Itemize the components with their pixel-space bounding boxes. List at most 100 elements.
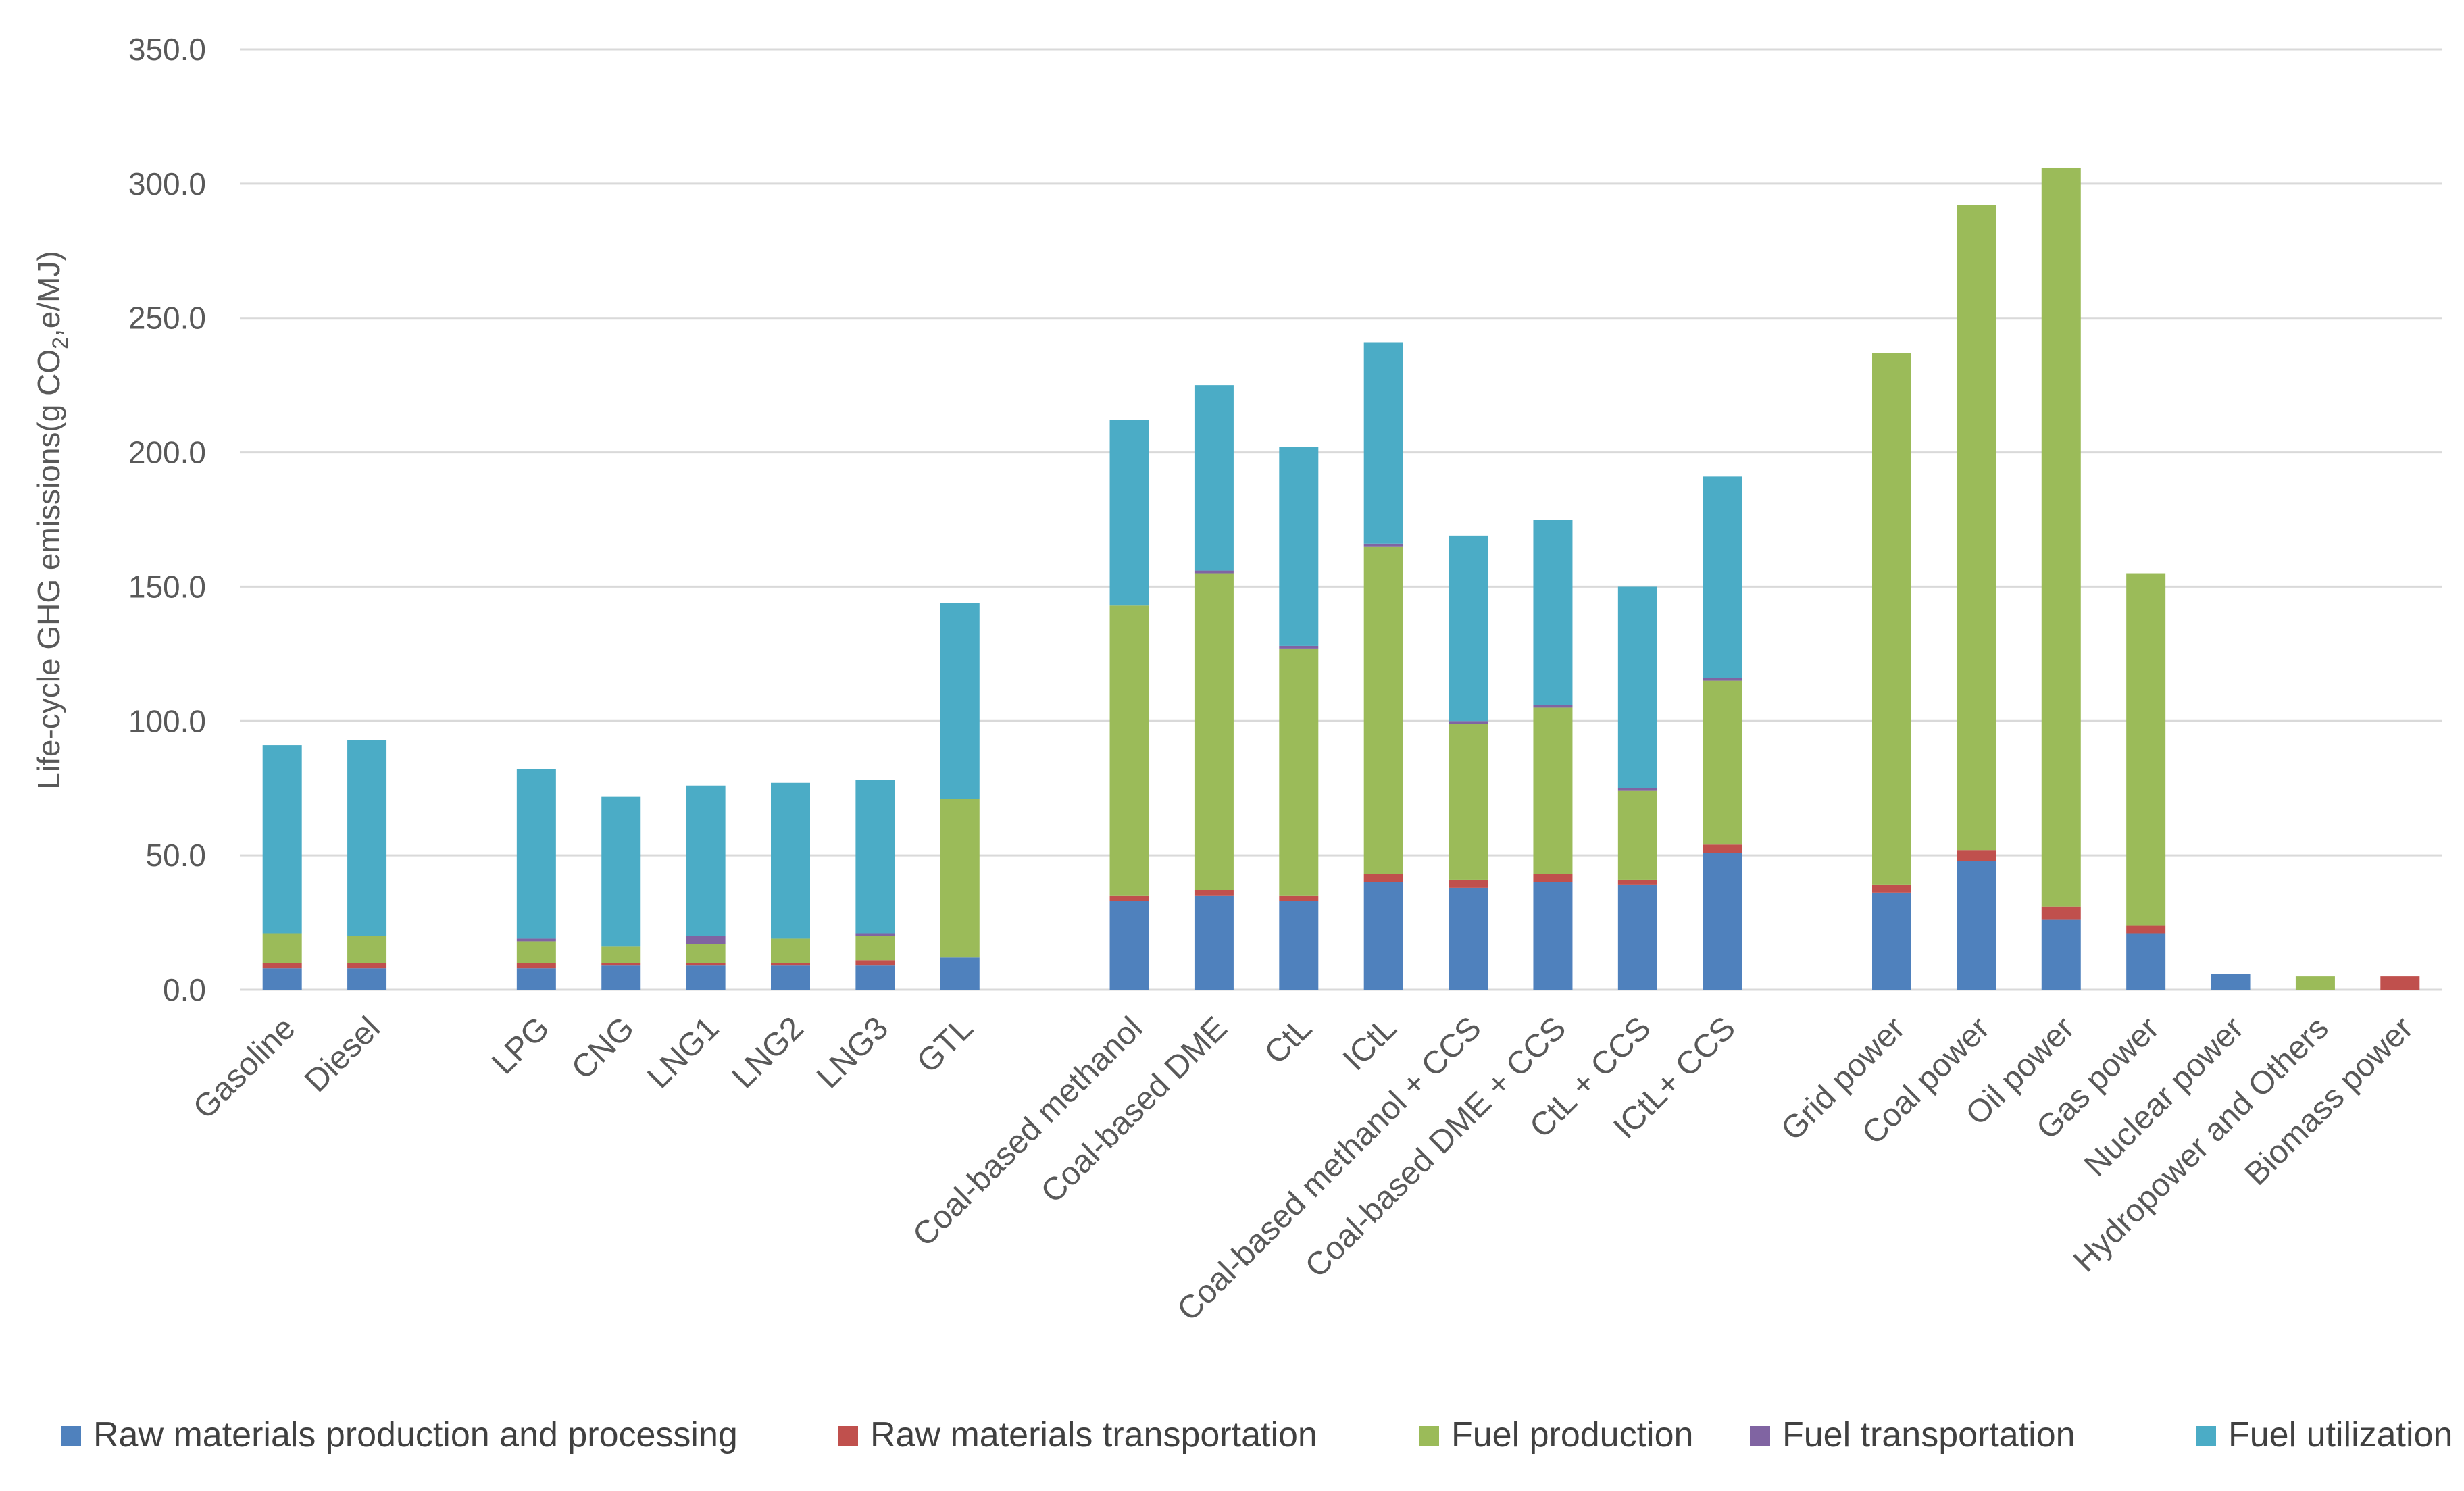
bar-segment-fuel-utilization bbox=[1533, 520, 1573, 705]
bar-segment-fuel-production bbox=[1872, 353, 1911, 885]
bar-segment-raw-materials-production-and-processing bbox=[2211, 974, 2251, 990]
bar-segment-raw-materials-production-and-processing bbox=[855, 965, 895, 990]
legend-swatch bbox=[1419, 1426, 1439, 1446]
x-category-label: ICtL bbox=[1336, 1010, 1404, 1078]
y-tick-label: 50.0 bbox=[145, 838, 206, 873]
y-axis-title-main: Life-cycle GHG emissions(g CO bbox=[31, 349, 66, 790]
x-category-label: LNG1 bbox=[640, 1010, 726, 1095]
bar-segment-raw-materials-production-and-processing bbox=[1872, 892, 1911, 990]
bar-segment-fuel-transportation bbox=[1194, 570, 1234, 574]
y-tick-label: 0.0 bbox=[163, 972, 206, 1007]
y-axis-ticks: 0.0 50.0 100.0 150.0 200.0 250.0 300.0 350.0 bbox=[128, 32, 206, 1007]
bar-segment-fuel-utilization bbox=[601, 796, 641, 947]
legend-swatch bbox=[1750, 1426, 1770, 1446]
bar-segment-fuel-production bbox=[601, 946, 641, 963]
bar-segment-fuel-utilization bbox=[262, 745, 302, 934]
legend: Raw materials production and processing R… bbox=[61, 1415, 2453, 1455]
bar-segment-fuel-transportation bbox=[1449, 721, 1488, 724]
bar-segment-raw-materials-production-and-processing bbox=[2041, 919, 2081, 990]
bar-segment-raw-materials-transportation bbox=[1703, 844, 1742, 853]
y-tick-label: 100.0 bbox=[128, 703, 206, 738]
bar-segment-fuel-transportation bbox=[516, 938, 556, 942]
y-axis-title-tail: ,e/MJ) bbox=[31, 251, 66, 337]
y-axis-title-subscript: 2 bbox=[48, 337, 72, 349]
bar-segment-fuel-production bbox=[1703, 680, 1742, 845]
bar-segment-raw-materials-production-and-processing bbox=[1703, 853, 1742, 990]
bar-segment-fuel-utilization bbox=[940, 603, 980, 799]
legend-label: Raw materials production and processing bbox=[93, 1415, 738, 1455]
bar-segment-raw-materials-production-and-processing bbox=[262, 968, 302, 990]
bar-segment-raw-materials-production-and-processing bbox=[1363, 882, 1403, 990]
legend-swatch bbox=[61, 1426, 81, 1446]
bar-segment-raw-materials-transportation bbox=[1872, 884, 1911, 893]
bar-segment-raw-materials-transportation bbox=[1449, 879, 1488, 888]
bar-segment-fuel-production bbox=[262, 933, 302, 963]
bar-segment-fuel-transportation bbox=[855, 933, 895, 936]
bar-segment-raw-materials-transportation bbox=[347, 963, 387, 969]
y-axis-title-group: Life-cycle GHG emissions(g CO2,e/MJ) bbox=[31, 251, 72, 789]
bar-segment-raw-materials-production-and-processing bbox=[1617, 884, 1657, 990]
bar-segment-raw-materials-production-and-processing bbox=[1194, 895, 1234, 990]
bar-segment-fuel-production bbox=[1449, 724, 1488, 880]
x-category-label: LNG3 bbox=[810, 1010, 895, 1095]
y-tick-label: 150.0 bbox=[128, 569, 206, 604]
legend-label: Raw materials transportation bbox=[870, 1415, 1317, 1455]
bar-segment-raw-materials-transportation bbox=[2380, 976, 2420, 990]
x-category-label: CtL bbox=[1258, 1010, 1319, 1071]
bar-segment-fuel-production bbox=[686, 944, 726, 963]
bar-segment-fuel-production bbox=[771, 938, 810, 963]
bar-segment-fuel-utilization bbox=[1279, 447, 1319, 646]
bar-segment-fuel-utilization bbox=[1194, 385, 1234, 571]
gridlines bbox=[240, 48, 2442, 991]
bar-segment-fuel-production bbox=[347, 936, 387, 963]
x-category-label: LPG bbox=[485, 1010, 556, 1081]
bar-segment-raw-materials-transportation bbox=[2126, 925, 2166, 934]
bar-segment-fuel-production bbox=[940, 799, 980, 958]
y-tick-label: 350.0 bbox=[128, 32, 206, 67]
bar-segment-raw-materials-transportation bbox=[262, 963, 302, 969]
bar-segment-raw-materials-production-and-processing bbox=[1957, 861, 1996, 990]
bar-segment-raw-materials-production-and-processing bbox=[1109, 901, 1149, 990]
bar-segment-fuel-utilization bbox=[1617, 586, 1657, 788]
bar-segment-fuel-utilization bbox=[1703, 476, 1742, 678]
x-category-label: GTL bbox=[910, 1010, 980, 1080]
bar-segment-fuel-utilization bbox=[686, 785, 726, 936]
bar-segment-raw-materials-transportation bbox=[1109, 895, 1149, 901]
legend-swatch bbox=[2196, 1426, 2216, 1446]
bar-segment-fuel-production bbox=[1109, 605, 1149, 896]
bar-segment-fuel-utilization bbox=[516, 769, 556, 939]
y-tick-label: 200.0 bbox=[128, 435, 206, 470]
bar-segment-raw-materials-transportation bbox=[1533, 874, 1573, 882]
bar-segment-fuel-production bbox=[1533, 707, 1573, 874]
legend-label: Fuel utilization bbox=[2228, 1415, 2453, 1455]
y-tick-label: 250.0 bbox=[128, 301, 206, 336]
bars bbox=[262, 167, 2420, 990]
bar-segment-raw-materials-production-and-processing bbox=[2126, 933, 2166, 990]
bar-segment-raw-materials-production-and-processing bbox=[347, 968, 387, 990]
bar-segment-fuel-transportation bbox=[1617, 788, 1657, 791]
bar-segment-fuel-utilization bbox=[771, 782, 810, 939]
y-axis-title: Life-cycle GHG emissions(g CO2,e/MJ) bbox=[31, 251, 72, 789]
bar-segment-fuel-production bbox=[1194, 573, 1234, 890]
bar-segment-fuel-transportation bbox=[1703, 678, 1742, 681]
bar-segment-raw-materials-production-and-processing bbox=[771, 965, 810, 990]
x-category-label: LNG2 bbox=[726, 1010, 811, 1095]
bar-segment-fuel-utilization bbox=[1363, 342, 1403, 544]
bar-segment-raw-materials-transportation bbox=[855, 960, 895, 966]
x-category-label: Gasoline bbox=[186, 1010, 302, 1126]
bar-segment-fuel-transportation bbox=[1363, 543, 1403, 547]
legend-label: Fuel production bbox=[1451, 1415, 1693, 1455]
bar-segment-fuel-production bbox=[2295, 976, 2335, 990]
bar-segment-fuel-production bbox=[516, 941, 556, 963]
bar-segment-fuel-utilization bbox=[347, 740, 387, 936]
bar-segment-raw-materials-transportation bbox=[1279, 895, 1319, 901]
x-category-label: Diesel bbox=[298, 1010, 387, 1099]
bar-segment-raw-materials-production-and-processing bbox=[516, 968, 556, 990]
bar-segment-raw-materials-transportation bbox=[601, 963, 641, 966]
bar-segment-fuel-transportation bbox=[686, 936, 726, 944]
bar-segment-raw-materials-production-and-processing bbox=[940, 957, 980, 990]
bar-segment-fuel-production bbox=[1363, 546, 1403, 874]
